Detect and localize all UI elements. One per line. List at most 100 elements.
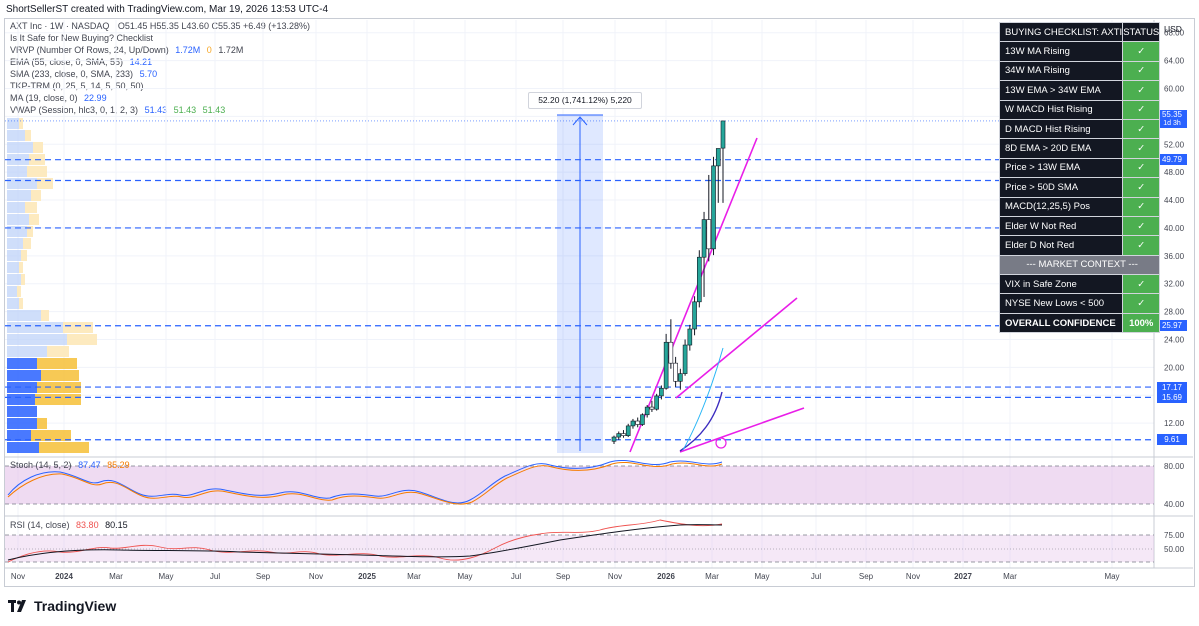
- legend-vwap[interactable]: VWAP (Session, hlc3, 0, 1, 2, 3) 51.43 5…: [10, 105, 225, 116]
- volume-profile-down-bar: [67, 334, 97, 345]
- volume-profile-up-bar: [7, 322, 63, 333]
- legend-vrvp[interactable]: VRVP (Number Of Rows, 24, Up/Down) 1.72M…: [10, 45, 243, 56]
- checklist-row-status: ✓: [1122, 41, 1161, 62]
- stoch-axis-tick: 40.00: [1164, 500, 1185, 509]
- rsi-legend[interactable]: RSI (14, close) 83.80 80.15: [10, 520, 128, 531]
- price-level-tag: 9.61: [1157, 434, 1187, 446]
- checklist-row-label: Elder W Not Red: [998, 215, 1124, 237]
- checklist-row-label: Elder D Not Red: [998, 235, 1124, 256]
- volume-profile-up-bar: [7, 226, 27, 237]
- checklist-row: MACD(12,25,5) Pos ✓: [998, 196, 1161, 217]
- candle-body: [678, 373, 683, 382]
- checklist-row-status: ✓: [1122, 235, 1161, 256]
- volume-profile: [7, 118, 97, 453]
- volume-profile-down-bar: [27, 166, 47, 177]
- sma-line: [679, 391, 723, 452]
- checklist-market-context-row: --- MARKET CONTEXT ---: [998, 254, 1161, 276]
- time-axis: Nov 2024 Mar May Jul Sep Nov 2025 Mar May Jul Sep No…: [5, 567, 1193, 581]
- candle-body: [616, 433, 622, 438]
- legend-sma[interactable]: SMA (233, close, 0, SMA, 233) 5.70: [10, 69, 157, 80]
- stoch-band: [5, 466, 1154, 504]
- volume-profile-down-bar: [19, 298, 23, 309]
- checklist-row-label: MACD(12,25,5) Pos: [998, 196, 1124, 217]
- last-price-countdown: 1d 3h: [1163, 120, 1181, 127]
- tradingview-logo-icon: [8, 600, 26, 612]
- legend-symbol[interactable]: AXT Inc · 1W · NASDAQ O51.45 H55.35 L43.…: [10, 21, 310, 32]
- legend-vrvp-up: 1.72M: [175, 45, 201, 55]
- price-level-tag: 17.17: [1157, 381, 1187, 393]
- checklist-row-label: Price > 50D SMA: [998, 177, 1124, 198]
- legend-ema[interactable]: EMA (55, close, 0, SMA, 55) 14.21: [10, 57, 152, 68]
- volume-profile-down-bar: [41, 370, 79, 381]
- checklist-row-status: 100%: [1122, 312, 1161, 334]
- volume-profile-down-bar: [37, 358, 77, 369]
- volume-profile-down-bar: [21, 250, 27, 261]
- volume-profile-up-bar: [7, 274, 21, 285]
- candle-body: [621, 433, 626, 436]
- legend-script-title[interactable]: Is It Safe for New Buying? Checklist: [10, 33, 154, 43]
- legend-vrvp-total: 1.72M: [218, 45, 244, 55]
- time-axis-tick: 2027: [954, 572, 972, 581]
- checklist-row: 13W MA Rising ✓: [998, 41, 1161, 62]
- candle-body: [697, 256, 702, 303]
- checklist-row-status: ✓: [1122, 99, 1161, 120]
- legend-ma[interactable]: MA (19, close, 0) 22.99: [10, 93, 107, 104]
- volume-profile-up-bar: [7, 298, 19, 309]
- time-axis-tick: 2024: [55, 572, 73, 581]
- legend-tkp[interactable]: TKP-TRM (0, 25, 5, 14, 5, 50, 50): [10, 81, 144, 91]
- measure-label: 52.20 (1,741.12%) 5,220: [528, 92, 642, 109]
- checklist-row: Price > 50D SMA ✓: [998, 177, 1161, 198]
- volume-profile-up-bar: [7, 250, 21, 261]
- trendlines: [629, 137, 805, 453]
- checklist-row: 34W MA Rising ✓: [998, 60, 1161, 82]
- volume-profile-up-bar: [7, 178, 37, 189]
- price-axis-tick: 64.00: [1164, 57, 1185, 66]
- header-note: ShortSellerST created with TradingView.c…: [6, 4, 329, 15]
- ema-line: [682, 347, 724, 451]
- volume-profile-down-bar: [31, 190, 41, 201]
- checklist-header-row: BUYING CHECKLIST: AXTI STATUS: [998, 21, 1161, 43]
- candle-body: [625, 425, 631, 436]
- time-axis-tick: Jul: [511, 572, 521, 581]
- checklist-row: Elder W Not Red ✓: [998, 215, 1161, 237]
- candle-body: [668, 341, 674, 364]
- checklist-market-context: --- MARKET CONTEXT ---: [998, 254, 1161, 276]
- volume-profile-up-bar: [7, 190, 31, 201]
- volume-profile-up-bar: [7, 142, 33, 153]
- stoch-legend[interactable]: Stoch (14, 5, 2) 87.47 85.29: [10, 460, 130, 471]
- checklist-row-status: ✓: [1122, 196, 1161, 217]
- checklist-row-status: ✓: [1122, 274, 1161, 295]
- volume-profile-up-bar: [7, 202, 25, 213]
- legend-symbol-line: AXT Inc · 1W · NASDAQ: [10, 21, 110, 31]
- volume-profile-down-bar: [37, 178, 53, 189]
- price-axis-tick: 20.00: [1164, 363, 1185, 372]
- price-axis-tick: 44.00: [1164, 196, 1185, 205]
- rsi-value: 83.80: [76, 520, 99, 530]
- time-axis-tick: May: [457, 572, 472, 581]
- checklist-row-label: W MACD Hist Rising: [998, 99, 1124, 120]
- rsi-axis-tick: 50.00: [1164, 545, 1185, 554]
- tradingview-logo[interactable]: TradingView: [8, 598, 116, 614]
- candle-body: [659, 387, 664, 397]
- time-axis-tick: May: [754, 572, 769, 581]
- legend-vwap-value-3: 51.43: [202, 105, 226, 115]
- candles: [611, 120, 726, 445]
- volume-profile-up-bar: [7, 430, 31, 441]
- price-level-tag: 25.97: [1157, 320, 1187, 332]
- checklist-row: VIX in Safe Zone ✓: [998, 274, 1161, 295]
- volume-profile-up-bar: [7, 286, 17, 297]
- checklist-row-label: VIX in Safe Zone: [998, 274, 1124, 295]
- volume-profile-down-bar: [23, 238, 31, 249]
- volume-profile-up-bar: [7, 166, 27, 177]
- checklist-row: 13W EMA > 34W EMA ✓: [998, 80, 1161, 101]
- checklist-row-status: ✓: [1122, 215, 1161, 237]
- event-marker-icon: [715, 437, 727, 449]
- time-axis-tick: May: [1104, 572, 1119, 581]
- stoch-k-line: [7, 460, 723, 504]
- candle-body: [673, 362, 678, 382]
- checklist-row-label: 34W MA Rising: [998, 60, 1124, 82]
- volume-profile-down-bar: [25, 130, 31, 141]
- rsi-ma-line: [7, 524, 723, 561]
- checklist-row-status: ✓: [1122, 60, 1161, 82]
